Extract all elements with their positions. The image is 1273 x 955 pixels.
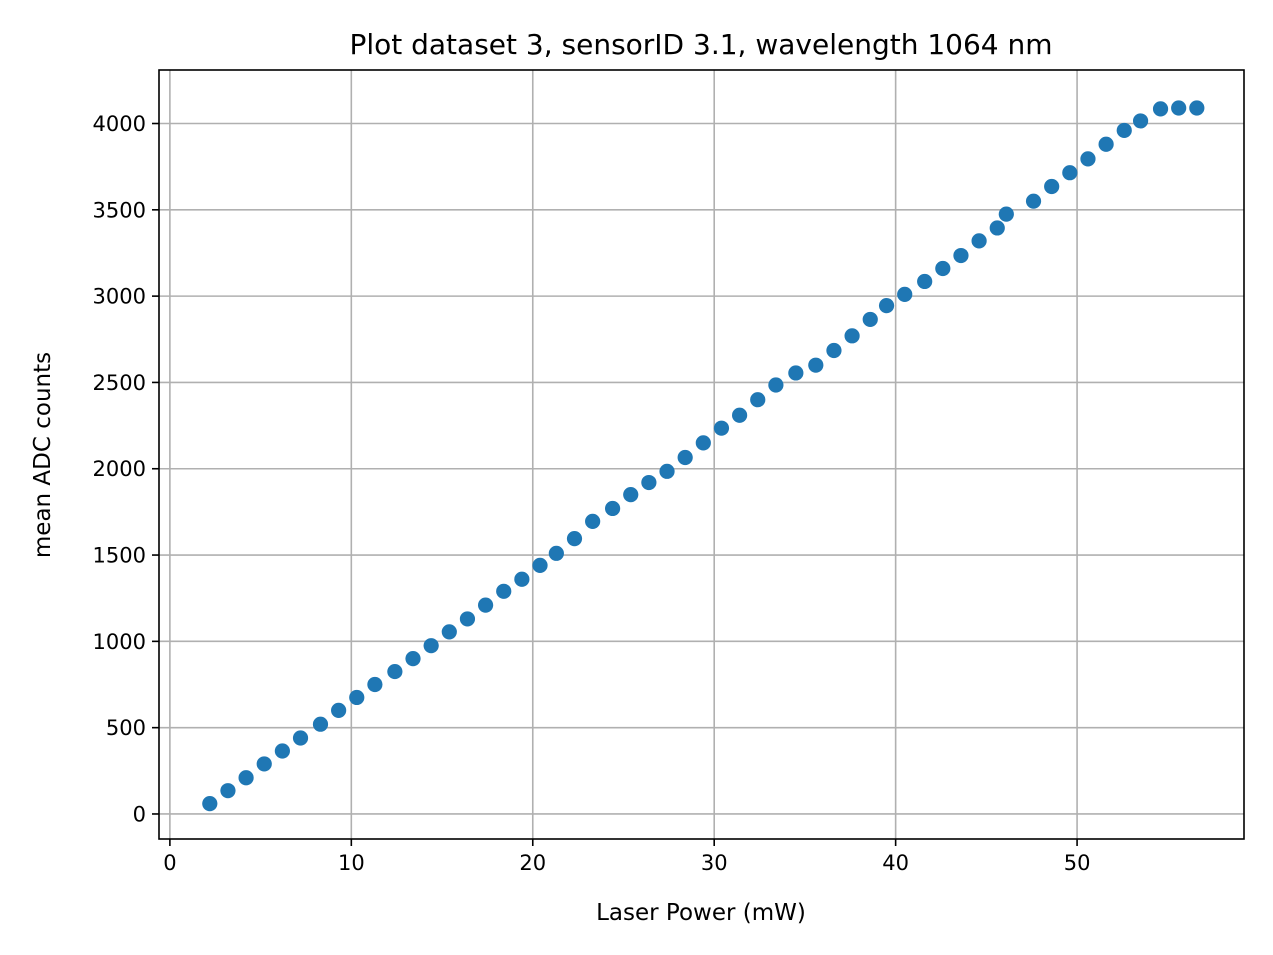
data-point bbox=[312, 716, 329, 732]
data-point bbox=[459, 611, 476, 627]
x-tick-label: 50 bbox=[1064, 851, 1091, 875]
data-point bbox=[585, 513, 601, 529]
data-point bbox=[695, 435, 711, 451]
x-tick-label: 10 bbox=[338, 851, 365, 875]
y-tick-label: 500 bbox=[106, 716, 146, 740]
y-tick-label: 1000 bbox=[93, 630, 146, 654]
data-point bbox=[238, 770, 254, 786]
data-point bbox=[367, 676, 383, 693]
data-point bbox=[1116, 122, 1132, 139]
data-point bbox=[548, 545, 564, 561]
data-point bbox=[826, 342, 842, 359]
data-point bbox=[441, 624, 457, 640]
data-point bbox=[659, 463, 675, 479]
data-point bbox=[331, 702, 347, 719]
data-point bbox=[768, 377, 784, 393]
data-point bbox=[788, 365, 804, 381]
data-point bbox=[496, 583, 512, 599]
data-point bbox=[844, 328, 860, 344]
y-tick-label: 3000 bbox=[93, 285, 146, 309]
data-point bbox=[220, 783, 236, 799]
data-point bbox=[514, 571, 530, 587]
data-point bbox=[862, 311, 878, 328]
x-tick-label: 40 bbox=[882, 851, 909, 875]
data-point bbox=[256, 756, 272, 772]
data-point bbox=[477, 597, 494, 613]
axis-ticks: 0 10 20 30 40 5005001000150020002500300035004… bbox=[93, 112, 1091, 875]
data-point bbox=[641, 474, 657, 491]
data-point bbox=[349, 689, 365, 706]
data-point bbox=[732, 407, 748, 423]
x-tick-label: 0 bbox=[163, 851, 176, 875]
data-point bbox=[1132, 113, 1149, 129]
data-point bbox=[387, 663, 403, 680]
data-point bbox=[713, 420, 730, 436]
data-point bbox=[1080, 151, 1096, 167]
data-point bbox=[405, 651, 421, 667]
data-point bbox=[566, 531, 583, 547]
chart-title: Plot dataset 3, sensorID 3.1, wavelength… bbox=[349, 28, 1052, 61]
data-point bbox=[998, 206, 1014, 222]
data-point bbox=[1098, 136, 1114, 152]
data-point bbox=[677, 449, 693, 466]
y-tick-label: 3500 bbox=[93, 198, 146, 222]
data-point bbox=[1062, 165, 1078, 181]
data-series bbox=[202, 100, 1205, 812]
x-tick-label: 20 bbox=[519, 851, 546, 875]
data-point bbox=[953, 247, 969, 264]
data-point bbox=[202, 796, 218, 812]
y-tick-label: 2500 bbox=[93, 371, 146, 395]
data-point bbox=[878, 298, 895, 314]
x-axis-label: Laser Power (mW) bbox=[596, 900, 806, 926]
data-point bbox=[274, 743, 290, 759]
y-axis-label: mean ADC counts bbox=[30, 352, 56, 558]
plot-area-frame bbox=[158, 69, 1245, 840]
data-point bbox=[917, 273, 933, 290]
data-point bbox=[897, 286, 913, 302]
y-tick-label: 0 bbox=[133, 802, 146, 826]
data-point bbox=[623, 487, 639, 503]
data-point bbox=[604, 500, 621, 517]
y-tick-label: 1500 bbox=[93, 544, 146, 568]
data-point bbox=[1171, 100, 1187, 116]
data-point bbox=[423, 638, 439, 654]
data-point bbox=[532, 557, 548, 574]
data-point bbox=[989, 220, 1005, 236]
y-tick-label: 4000 bbox=[93, 112, 146, 136]
data-point bbox=[1025, 193, 1042, 209]
data-point bbox=[935, 260, 951, 277]
x-tick-label: 30 bbox=[701, 851, 728, 875]
data-point bbox=[971, 233, 987, 249]
data-point bbox=[1152, 101, 1169, 117]
grid bbox=[159, 70, 1244, 839]
data-point bbox=[750, 392, 766, 408]
data-point bbox=[1189, 100, 1205, 116]
data-point bbox=[292, 730, 309, 746]
y-tick-label: 2000 bbox=[93, 457, 146, 481]
data-point bbox=[1044, 178, 1060, 195]
data-point bbox=[808, 357, 824, 373]
